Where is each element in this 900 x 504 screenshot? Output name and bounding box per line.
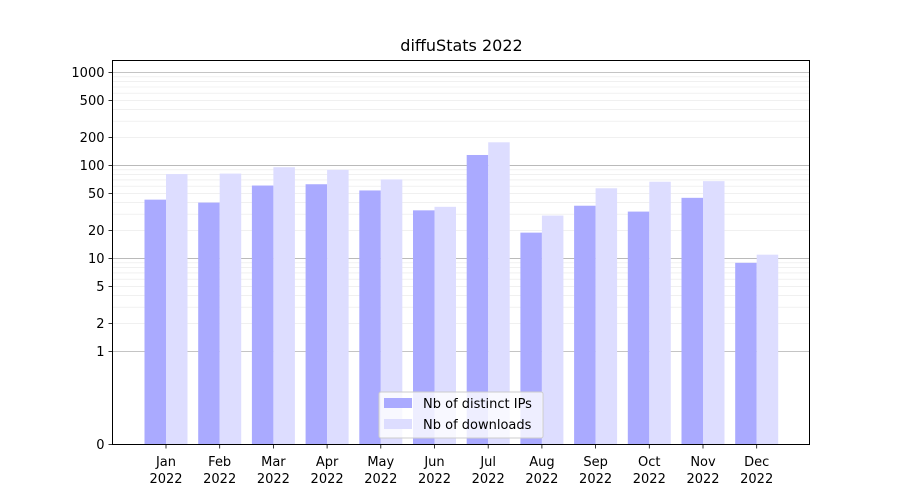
- bar-downloads: [649, 181, 671, 445]
- x-tick-label-year: 2022: [311, 472, 344, 487]
- x-tick-label-year: 2022: [257, 472, 290, 487]
- x-tick-label-year: 2022: [149, 472, 182, 487]
- x-tick-label-month: Mar: [261, 455, 286, 470]
- x-tick-label-month: Jun: [423, 455, 444, 470]
- bar-distinct-ips: [681, 197, 703, 445]
- bar-distinct-ips: [198, 202, 220, 445]
- x-tick-label-month: Feb: [208, 455, 231, 470]
- legend-swatch-distinct-ips: [384, 398, 412, 408]
- bar-distinct-ips: [627, 211, 650, 445]
- y-axis: 0 1 2 5 10 20 50 100 200 500 1000: [71, 66, 113, 453]
- bar-downloads: [219, 173, 242, 445]
- y-tick-label: 500: [80, 94, 105, 109]
- y-tick-label: 100: [80, 159, 105, 174]
- bar-downloads: [166, 174, 188, 445]
- x-tick-label-year: 2022: [579, 472, 612, 487]
- plot-frame: [112, 60, 810, 445]
- bar-distinct-ips: [466, 154, 489, 445]
- legend-label-downloads: Nb of downloads: [423, 418, 532, 433]
- legend: Nb of distinct IPs Nb of downloads: [378, 391, 544, 439]
- bar-distinct-ips: [251, 185, 274, 445]
- bar-downloads: [434, 206, 456, 445]
- chart-title: diffuStats 2022: [400, 36, 522, 55]
- x-tick-label-year: 2022: [525, 472, 558, 487]
- x-tick-label-month: May: [367, 455, 394, 470]
- legend-box: [378, 391, 544, 439]
- x-tick-label-year: 2022: [686, 472, 719, 487]
- x-tick-label-month: Jul: [479, 455, 496, 470]
- x-tick-label-month: Sep: [583, 455, 608, 470]
- legend-swatch-downloads: [384, 419, 412, 429]
- x-tick-label-month: Jan: [155, 455, 176, 470]
- bar-downloads: [380, 179, 403, 445]
- x-tick-label-year: 2022: [633, 472, 666, 487]
- x-axis: Jan 2022 Feb 2022 Mar 2022 Apr 2022 May 2022 Jun 20…: [149, 444, 773, 487]
- x-tick-label-year: 2022: [203, 472, 236, 487]
- bar-downloads: [273, 167, 295, 445]
- bar-downloads: [541, 215, 564, 445]
- bar-downloads: [595, 188, 618, 445]
- bar-downloads: [756, 254, 779, 445]
- x-tick-label-month: Dec: [744, 455, 769, 470]
- x-tick-label-year: 2022: [740, 472, 773, 487]
- y-tick-label: 5: [96, 280, 104, 295]
- x-tick-label-year: 2022: [472, 472, 505, 487]
- bar-distinct-ips: [305, 184, 328, 445]
- bar-distinct-ips: [574, 205, 596, 445]
- x-tick-label-year: 2022: [418, 472, 451, 487]
- x-tick-label-month: Apr: [316, 455, 339, 470]
- x-tick-label-month: Nov: [690, 455, 716, 470]
- bar-downloads: [488, 142, 510, 445]
- x-tick-label-month: Aug: [529, 455, 554, 470]
- bar-distinct-ips: [735, 262, 757, 445]
- bar-distinct-ips: [144, 199, 166, 445]
- x-tick-label-month: Oct: [638, 455, 660, 470]
- legend-label-distinct-ips: Nb of distinct IPs: [423, 397, 532, 412]
- y-tick-label: 0: [96, 438, 104, 453]
- y-tick-label: 50: [88, 187, 105, 202]
- x-tick-label-year: 2022: [364, 472, 397, 487]
- bars: [144, 142, 779, 445]
- y-tick-label: 20: [88, 224, 105, 239]
- bar-distinct-ips: [413, 210, 435, 445]
- y-tick-label: 2: [96, 317, 104, 332]
- y-tick-label: 200: [80, 131, 105, 146]
- y-tick-label: 1: [96, 345, 104, 360]
- bar-downloads: [327, 169, 349, 445]
- bar-downloads: [703, 181, 725, 445]
- y-tick-label: 10: [88, 252, 105, 267]
- y-tick-label: 1000: [71, 66, 104, 81]
- bar-distinct-ips: [359, 190, 381, 445]
